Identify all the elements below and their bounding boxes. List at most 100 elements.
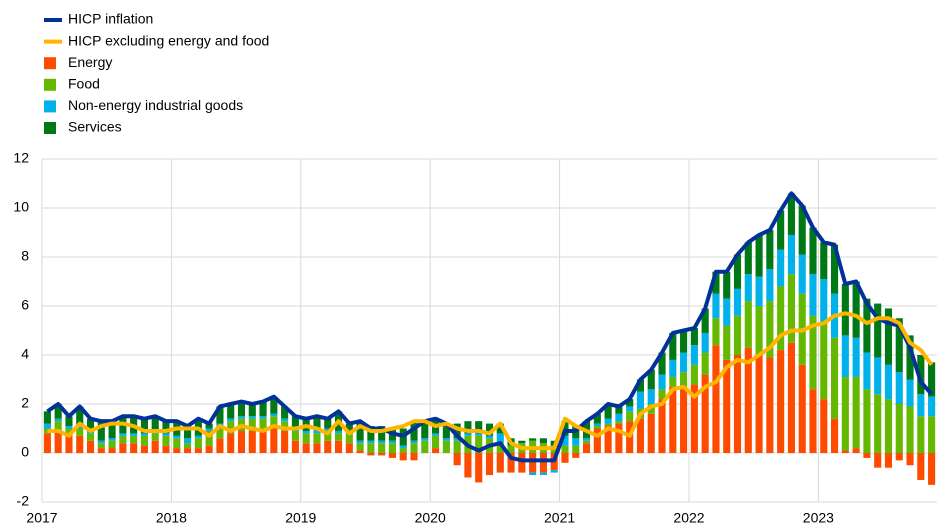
bar-segment <box>917 416 925 453</box>
x-tick-label: 2023 <box>803 510 834 526</box>
bar-segment <box>453 440 461 453</box>
bar-segment <box>561 445 569 453</box>
bar-segment <box>324 430 332 441</box>
bar-segment <box>43 423 51 429</box>
bar-segment <box>334 430 343 434</box>
bar-segment <box>863 298 871 353</box>
bar-segment <box>162 435 170 446</box>
bar-segment <box>248 430 256 453</box>
bar-segment <box>874 394 882 453</box>
bar-segment <box>356 450 364 453</box>
bar-segment <box>636 418 645 453</box>
bar-segment <box>744 242 752 275</box>
bar-segment <box>421 421 429 439</box>
bar-segment <box>496 453 504 473</box>
bar-segment <box>615 421 623 424</box>
bar-segment <box>302 433 310 444</box>
bar-segment <box>712 271 720 294</box>
bar-segment <box>787 234 795 275</box>
bar-segment <box>388 440 397 444</box>
legend: HICP inflation HICP excluding energy and … <box>44 11 269 135</box>
bar-segment <box>291 430 299 441</box>
bar-segment <box>345 433 353 444</box>
bar-segment <box>787 274 795 343</box>
bar-segment <box>367 426 375 441</box>
bar-segment <box>302 430 310 434</box>
bar-segment <box>475 453 483 483</box>
bar-segment <box>248 416 256 419</box>
bar-segment <box>820 279 828 324</box>
bar-segment <box>345 443 353 453</box>
bar-segment <box>453 453 461 466</box>
line-series <box>46 191 934 463</box>
y-tick-label: 12 <box>13 150 29 166</box>
legend-label: Non-energy industrial goods <box>68 97 243 113</box>
bar-segment <box>669 377 677 387</box>
bar-segment <box>658 374 666 390</box>
bar-segment <box>928 416 936 453</box>
bar-segment <box>464 433 472 436</box>
bar-segment <box>529 438 537 441</box>
bar-segment <box>841 450 849 453</box>
bar-segment <box>572 445 580 453</box>
bar-segment <box>216 438 224 453</box>
legend-label: Energy <box>68 54 112 70</box>
bar-segment <box>259 418 267 431</box>
bar-segment <box>410 421 418 441</box>
bar-segment <box>65 416 73 427</box>
bar-segment <box>529 472 537 476</box>
bar-segment <box>356 440 364 444</box>
bar-segment <box>733 315 742 355</box>
bar-segment <box>205 423 213 429</box>
bar-segment <box>270 396 278 414</box>
bar-segment <box>485 435 494 439</box>
bar-segment <box>97 421 105 441</box>
bar-segment <box>119 443 127 453</box>
bar-segment <box>356 443 364 451</box>
bar-segment <box>345 423 353 431</box>
bar-segment <box>841 335 849 378</box>
bar-segment <box>863 352 871 390</box>
bar-segment <box>917 394 925 417</box>
bar-segment <box>507 445 515 453</box>
bar-segment <box>766 301 774 358</box>
bar-segment <box>313 443 321 453</box>
bar-segment <box>831 418 839 453</box>
bar-segment <box>140 418 148 434</box>
legend-marker <box>44 100 56 113</box>
bar-segment <box>237 401 246 417</box>
bar-segment <box>723 271 731 299</box>
x-tick-label: 2021 <box>544 510 575 526</box>
bar-segment <box>766 230 774 270</box>
bar-segment <box>604 423 612 427</box>
bar-segment <box>399 445 407 449</box>
bar-segment <box>227 433 235 453</box>
bar-segment <box>324 418 332 429</box>
bar-segment <box>852 281 860 338</box>
bar-segment <box>86 433 95 441</box>
bar-segment <box>367 453 375 456</box>
bar-segment <box>108 438 116 441</box>
bar-segment <box>755 306 763 355</box>
bar-segment <box>518 440 526 444</box>
bar-segment <box>151 440 159 453</box>
bar-segment <box>313 428 321 434</box>
bar-segment <box>539 472 547 476</box>
bar-segment <box>593 413 601 424</box>
bar-segment <box>831 337 839 419</box>
bar-segment <box>647 369 655 390</box>
bar-segment <box>701 374 709 453</box>
bar-segment <box>378 426 386 441</box>
bar-segment <box>895 404 903 453</box>
bar-segment <box>442 423 450 439</box>
bar-segment <box>237 430 246 453</box>
legend-label: Food <box>68 76 100 92</box>
bar-segment <box>475 433 483 436</box>
bar-segment <box>378 443 386 453</box>
bar-segment <box>906 406 914 453</box>
bar-segment <box>184 448 192 453</box>
bar-segment <box>820 242 828 280</box>
bar-segment <box>755 355 763 453</box>
y-tick-label: 10 <box>13 199 29 215</box>
bar-segment <box>680 330 688 353</box>
